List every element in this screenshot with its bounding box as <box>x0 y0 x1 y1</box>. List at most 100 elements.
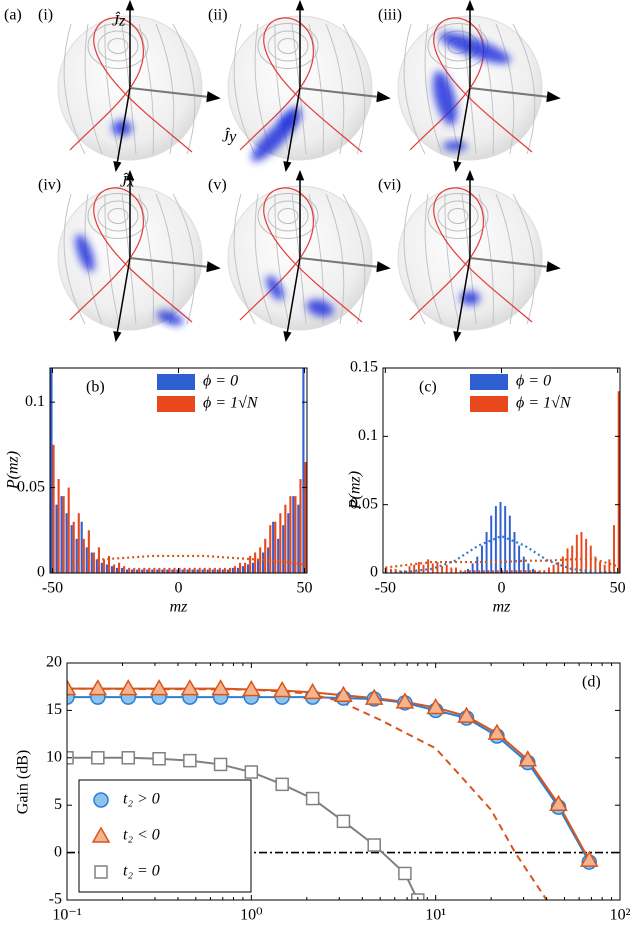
bar <box>181 569 184 573</box>
legend-label: t₂ = 0 <box>123 863 160 880</box>
axis-y <box>469 257 561 273</box>
bar <box>246 564 250 573</box>
legend-swatch <box>470 396 508 412</box>
bar <box>455 567 457 573</box>
bar <box>125 569 129 573</box>
bar <box>62 496 65 573</box>
bar <box>272 521 275 573</box>
bar <box>464 570 467 573</box>
bar <box>60 496 63 573</box>
axis-x <box>453 257 471 343</box>
meridian <box>172 23 196 155</box>
meridian <box>424 23 443 155</box>
bar <box>389 568 392 573</box>
bar <box>269 525 272 573</box>
bar <box>176 569 179 573</box>
meridian <box>342 193 366 325</box>
subpanel-label: (i) <box>38 7 53 24</box>
bar <box>482 570 485 573</box>
bar <box>259 547 262 573</box>
contour <box>97 30 139 62</box>
y-tick-label: 5 <box>54 796 62 813</box>
meridian <box>104 193 120 325</box>
bar <box>566 548 569 573</box>
marker <box>275 777 289 792</box>
meridian <box>138 193 154 325</box>
marker <box>67 679 77 696</box>
marker <box>336 814 351 829</box>
marker <box>457 706 476 723</box>
bar <box>123 566 126 573</box>
bar <box>87 530 90 573</box>
bar <box>487 570 490 573</box>
bar <box>65 513 68 573</box>
bar <box>173 567 176 573</box>
meridian <box>172 193 196 325</box>
meridian <box>138 23 154 155</box>
marker <box>549 794 568 812</box>
bar <box>543 570 546 573</box>
bar <box>450 567 453 573</box>
bar <box>254 552 257 573</box>
bar <box>206 569 209 573</box>
bar <box>251 562 255 573</box>
axis-label: Ĵy <box>222 127 237 146</box>
plot <box>50 368 307 573</box>
panel-label: (a) <box>4 7 22 24</box>
marker <box>334 685 353 702</box>
bar <box>534 570 536 573</box>
meridian <box>424 193 443 325</box>
axis-label: Ĵx <box>120 172 134 191</box>
bar <box>191 569 194 573</box>
marker <box>183 753 197 768</box>
y-axis-label: P(mz) <box>347 471 364 510</box>
bar <box>485 532 488 573</box>
x-axis-label: mz <box>170 599 189 616</box>
bar <box>168 567 171 573</box>
sphere <box>227 169 391 343</box>
bar <box>105 564 108 573</box>
bar <box>193 567 196 573</box>
bar <box>399 570 402 573</box>
bar <box>594 556 597 573</box>
bar <box>75 538 78 573</box>
bar <box>494 506 497 573</box>
bar <box>233 566 237 573</box>
x-tick-label: 10² <box>610 907 631 924</box>
bar <box>100 562 103 573</box>
bar <box>188 567 191 573</box>
bar <box>297 504 300 573</box>
y-tick-label: 0.1 <box>25 393 45 410</box>
contour <box>427 193 489 239</box>
bar <box>506 570 509 573</box>
bar <box>279 513 282 573</box>
marker <box>242 680 261 697</box>
x-tick-label: 10⁻¹ <box>52 907 81 924</box>
bar <box>92 552 95 573</box>
bar <box>599 562 602 573</box>
bar <box>478 570 481 573</box>
marker <box>305 791 320 806</box>
bar <box>146 569 149 573</box>
meridian <box>495 23 515 155</box>
marker <box>426 698 445 715</box>
meridian <box>104 23 120 155</box>
bar <box>156 569 159 573</box>
bar <box>480 545 483 573</box>
bar <box>148 567 151 573</box>
state-blob <box>439 32 511 64</box>
bar <box>236 567 239 573</box>
bar <box>133 567 136 573</box>
sphere <box>57 169 221 343</box>
bar <box>120 567 124 573</box>
marker <box>118 679 138 696</box>
bar <box>459 570 462 573</box>
marker <box>395 692 415 709</box>
bar <box>571 545 574 573</box>
bar <box>136 569 139 573</box>
bar <box>538 570 541 573</box>
bar <box>304 461 307 573</box>
bar <box>107 555 111 573</box>
marker <box>152 751 166 766</box>
panel-label: (d) <box>582 674 601 691</box>
